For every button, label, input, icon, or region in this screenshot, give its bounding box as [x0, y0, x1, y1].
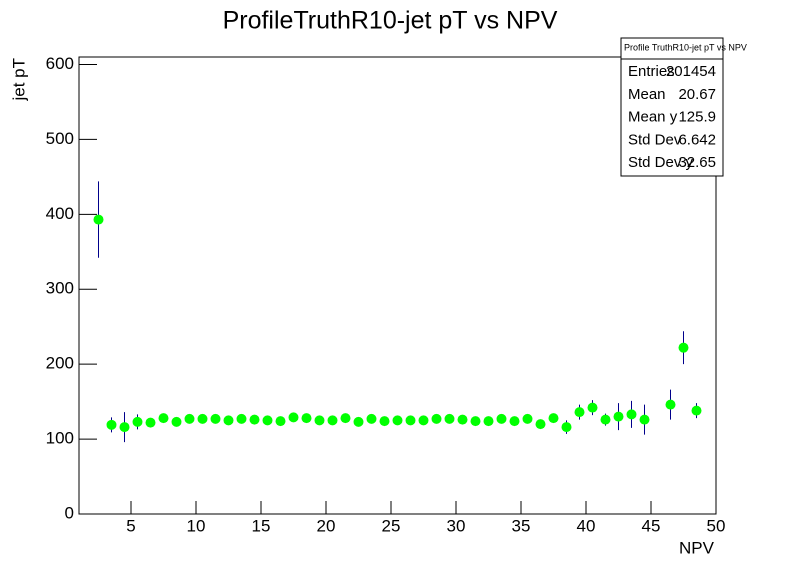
marker: [210, 413, 221, 424]
x-tick-label: 50: [707, 516, 726, 535]
marker: [574, 407, 585, 418]
stats-label: Mean: [628, 86, 666, 103]
x-tick-label: 20: [317, 516, 336, 535]
marker: [444, 413, 455, 424]
marker: [392, 415, 403, 426]
x-tick-label: 40: [577, 516, 596, 535]
marker: [340, 413, 351, 424]
stats-label: Mean y: [628, 109, 678, 126]
marker: [184, 413, 195, 424]
marker: [418, 415, 429, 426]
marker: [366, 413, 377, 424]
stats-title: Profile TruthR10-jet pT vs NPV: [624, 42, 747, 52]
y-tick-label: 300: [46, 279, 74, 298]
y-tick-label: 100: [46, 429, 74, 448]
y-tick-label: 200: [46, 354, 74, 373]
marker: [509, 416, 520, 427]
x-tick-label: 30: [447, 516, 466, 535]
marker: [678, 342, 689, 353]
marker: [145, 417, 156, 428]
x-tick-label: 35: [512, 516, 531, 535]
marker: [249, 414, 260, 425]
stats-box: [620, 37, 724, 177]
marker: [613, 411, 624, 422]
marker: [496, 413, 507, 424]
marker: [379, 416, 390, 427]
marker: [405, 415, 416, 426]
marker: [158, 413, 169, 424]
x-tick-label: 5: [126, 516, 135, 535]
marker: [288, 412, 299, 423]
x-axis-label: NPV: [679, 538, 715, 557]
marker: [457, 414, 468, 425]
marker: [600, 414, 611, 425]
marker: [691, 405, 702, 416]
x-tick-label: 15: [252, 516, 271, 535]
stats-label: Std Dev y: [628, 154, 694, 171]
stats-value: 20.67: [678, 86, 716, 103]
stats-value: 201454: [666, 63, 716, 80]
marker: [548, 413, 559, 424]
y-tick-label: 600: [46, 54, 74, 73]
stats-value: 6.642: [678, 131, 716, 148]
marker: [314, 415, 325, 426]
x-tick-label: 10: [187, 516, 206, 535]
marker: [197, 413, 208, 424]
y-tick-label: 0: [65, 503, 74, 522]
marker: [626, 409, 637, 420]
marker: [236, 413, 247, 424]
marker: [132, 416, 143, 427]
y-axis-label: jet pT: [9, 58, 28, 102]
y-tick-label: 500: [46, 129, 74, 148]
stats-label: Std Dev: [628, 131, 682, 148]
stats-label: Entries: [628, 63, 675, 80]
x-tick-label: 25: [382, 516, 401, 535]
marker: [665, 399, 676, 410]
marker: [93, 214, 104, 225]
marker: [587, 402, 598, 413]
y-tick-label: 400: [46, 204, 74, 223]
marker: [301, 413, 312, 424]
marker: [262, 415, 273, 426]
marker: [106, 419, 117, 430]
frame: [78, 56, 717, 515]
chart-title: ProfileTruthR10-jet pT vs NPV: [223, 7, 558, 35]
marker: [561, 422, 572, 433]
marker: [483, 416, 494, 427]
marker: [119, 422, 130, 433]
marker: [171, 416, 182, 427]
marker: [353, 416, 364, 427]
marker: [470, 416, 481, 427]
x-tick-label: 45: [642, 516, 661, 535]
marker: [275, 416, 286, 427]
marker: [431, 413, 442, 424]
marker: [522, 413, 533, 424]
stats-value: 32.65: [678, 154, 716, 171]
marker: [223, 415, 234, 426]
stats-value: 125.9: [678, 109, 716, 126]
marker: [639, 414, 650, 425]
marker: [327, 415, 338, 426]
marker: [535, 419, 546, 430]
